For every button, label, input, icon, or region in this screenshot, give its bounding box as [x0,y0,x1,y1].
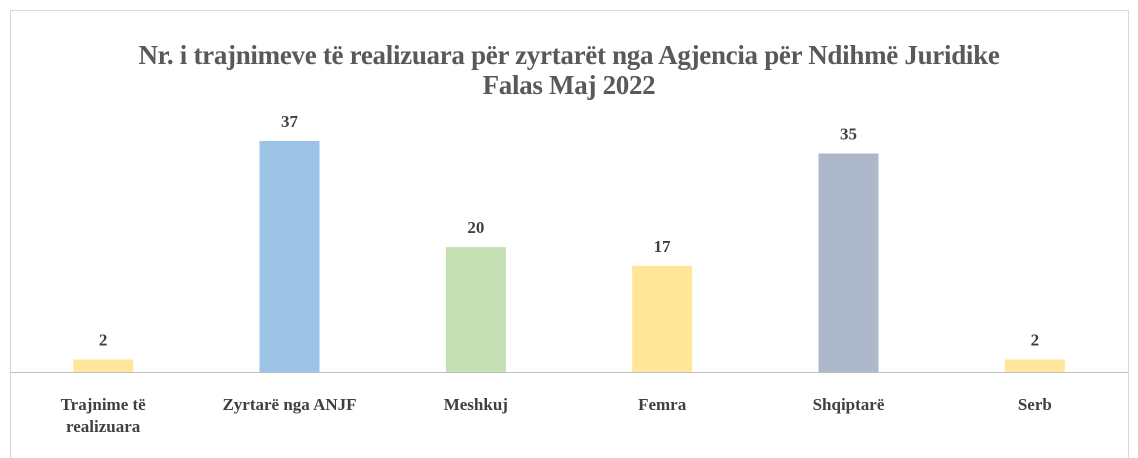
x-tick-label: Trajnime të realizuara [60,395,146,436]
bar [73,359,134,372]
bar [445,247,506,372]
data-label: 20 [467,218,484,237]
bar [259,141,320,372]
x-tick-label: Serb [1017,395,1052,414]
data-label: 37 [281,112,299,131]
x-tick-label: Femra [638,395,687,414]
x-tick-label: Zyrtarë nga ANJF [222,395,357,414]
bar [818,153,879,372]
chart-title: Nr. i trajnimeve të realizuara për zyrta… [138,40,1000,100]
x-tick-label: Meshkuj [443,395,508,414]
data-label: 2 [1031,331,1040,350]
data-label: 35 [840,124,857,143]
data-label: 2 [99,331,108,350]
x-tick-label: Shqiptarë [812,395,885,414]
bar [1004,359,1065,372]
data-label: 17 [654,237,672,256]
bar [632,265,693,372]
chart-border [10,10,1129,458]
